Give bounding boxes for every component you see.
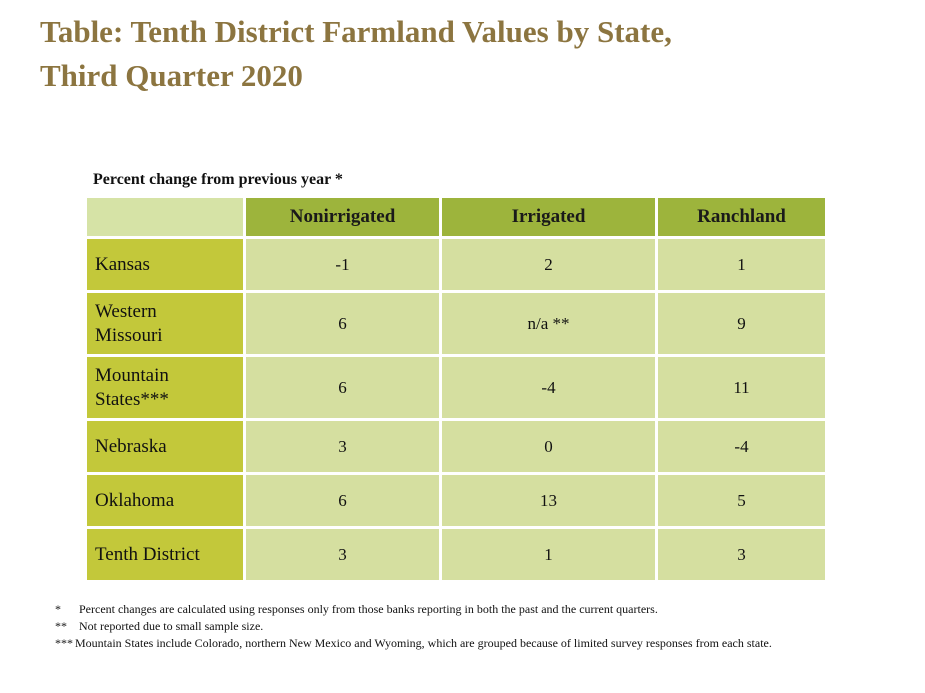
- farmland-values-table: Nonirrigated Irrigated Ranchland Kansas …: [84, 195, 828, 583]
- table-row: Kansas -1 2 1: [84, 236, 828, 293]
- row-label-line: Kansas: [95, 253, 150, 275]
- cell-tenth-district-irrigated: 1: [439, 526, 658, 583]
- row-label-western-missouri: Western Missouri: [84, 290, 246, 357]
- cell-western-missouri-irrigated: n/a **: [439, 290, 658, 357]
- cell-oklahoma-nonirrigated: 6: [243, 472, 442, 529]
- cell-tenth-district-ranchland: 3: [655, 526, 828, 583]
- cell-mountain-states-ranchland: 11: [655, 354, 828, 421]
- footnote-item: *** Mountain States include Colorado, no…: [55, 635, 895, 652]
- slide-title: Table: Tenth District Farmland Values by…: [40, 10, 900, 98]
- cell-mountain-states-nonirrigated: 6: [243, 354, 442, 421]
- cell-western-missouri-nonirrigated: 6: [243, 290, 442, 357]
- cell-nebraska-nonirrigated: 3: [243, 418, 442, 475]
- footnote-mark: ***: [55, 636, 73, 650]
- table-row: Tenth District 3 1 3: [84, 526, 828, 583]
- cell-western-missouri-ranchland: 9: [655, 290, 828, 357]
- table-row: Mountain States*** 6 -4 11: [84, 354, 828, 421]
- table-row: Oklahoma 6 13 5: [84, 472, 828, 529]
- footnote-text: Mountain States include Colorado, northe…: [75, 636, 772, 650]
- table-caption: Percent change from previous year *: [93, 171, 343, 188]
- header-ranchland: Ranchland: [655, 195, 828, 239]
- footnote-item: * Percent changes are calculated using r…: [55, 601, 895, 618]
- cell-nebraska-ranchland: -4: [655, 418, 828, 475]
- footnotes: * Percent changes are calculated using r…: [55, 601, 895, 652]
- header-nonirrigated: Nonirrigated: [243, 195, 442, 239]
- table-row: Nebraska 3 0 -4: [84, 418, 828, 475]
- header-corner: [84, 195, 246, 239]
- title-line-1: Table: Tenth District Farmland Values by…: [40, 14, 672, 49]
- cell-kansas-ranchland: 1: [655, 236, 828, 293]
- row-label-line: Mountain: [95, 364, 169, 386]
- header-irrigated: Irrigated: [439, 195, 658, 239]
- row-label-mountain-states: Mountain States***: [84, 354, 246, 421]
- cell-tenth-district-nonirrigated: 3: [243, 526, 442, 583]
- cell-oklahoma-irrigated: 13: [439, 472, 658, 529]
- cell-kansas-nonirrigated: -1: [243, 236, 442, 293]
- row-label-line: Nebraska: [95, 435, 167, 457]
- row-label-kansas: Kansas: [84, 236, 246, 293]
- footnote-text: Percent changes are calculated using res…: [79, 602, 658, 616]
- footnote-text: Not reported due to small sample size.: [79, 619, 264, 633]
- row-label-tenth-district: Tenth District: [84, 526, 246, 583]
- footnote-mark: *: [55, 602, 61, 616]
- footnote-mark: **: [55, 619, 67, 633]
- cell-oklahoma-ranchland: 5: [655, 472, 828, 529]
- table-header-row: Nonirrigated Irrigated Ranchland: [84, 195, 828, 239]
- row-label-oklahoma: Oklahoma: [84, 472, 246, 529]
- cell-kansas-irrigated: 2: [439, 236, 658, 293]
- table-row: Western Missouri 6 n/a ** 9: [84, 290, 828, 357]
- title-line-2: Third Quarter 2020: [40, 58, 303, 93]
- row-label-nebraska: Nebraska: [84, 418, 246, 475]
- row-label-line: States***: [95, 388, 169, 410]
- cell-nebraska-irrigated: 0: [439, 418, 658, 475]
- row-label-line: Missouri: [95, 324, 163, 346]
- row-label-line: Oklahoma: [95, 489, 175, 511]
- row-label-line: Western: [95, 300, 157, 322]
- cell-mountain-states-irrigated: -4: [439, 354, 658, 421]
- footnote-item: ** Not reported due to small sample size…: [55, 618, 895, 635]
- row-label-line: Tenth District: [95, 543, 200, 565]
